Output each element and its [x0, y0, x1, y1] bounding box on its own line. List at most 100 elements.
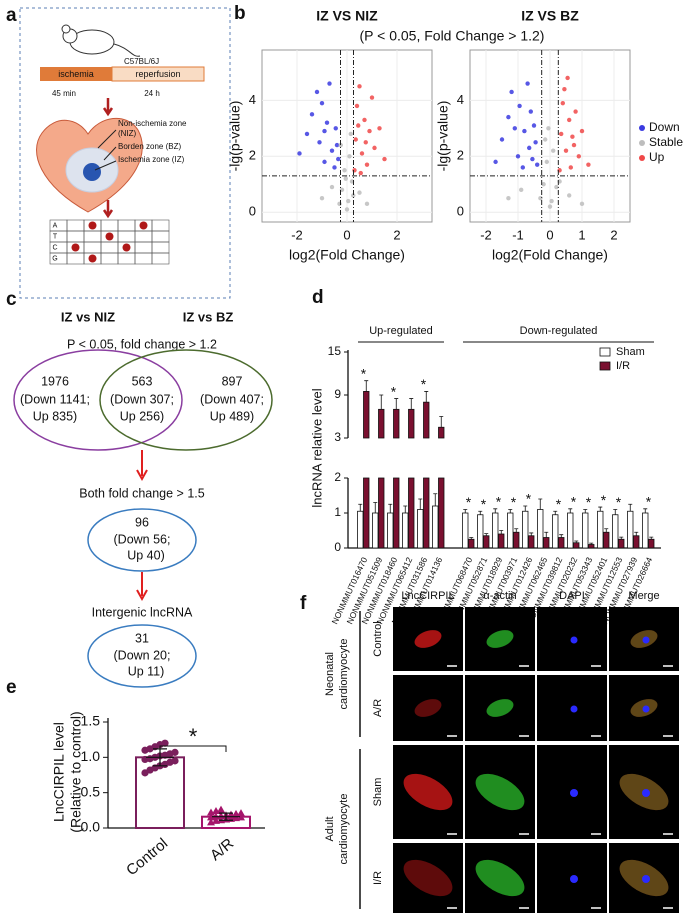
arrow [102, 200, 114, 219]
error-bar [358, 503, 363, 512]
micrograph [393, 675, 463, 741]
point [570, 134, 575, 139]
error-bar [613, 509, 618, 515]
point [356, 123, 361, 128]
detail: (Down 307; [110, 392, 174, 406]
group-label: cardiomyocyte [338, 794, 350, 865]
point [347, 154, 352, 159]
criterion: P < 0.05, fold change > 1.2 [67, 337, 217, 351]
chart-title: IZ VS NIZ [316, 8, 378, 24]
y-tick-label: 9 [334, 387, 341, 401]
point [493, 159, 498, 165]
point [579, 201, 585, 207]
point [543, 137, 548, 142]
array-cell [134, 241, 153, 254]
legend-label: Down [649, 120, 680, 134]
detail: Up 489) [210, 409, 254, 423]
error-bar [583, 509, 588, 513]
point [322, 128, 327, 134]
point [573, 109, 578, 114]
point [358, 170, 363, 176]
array-cell [66, 219, 85, 232]
point [576, 154, 581, 159]
bar [612, 514, 619, 549]
bar [438, 426, 445, 439]
cell-signal [486, 699, 514, 717]
detail: (Down 20; [114, 648, 171, 662]
y-tick-label: 1.5 [81, 713, 101, 729]
point [530, 156, 535, 162]
nucleus [642, 875, 650, 883]
point [171, 748, 179, 756]
error-bar [523, 505, 528, 512]
bar [468, 538, 475, 549]
venn-circle [99, 349, 273, 451]
point [322, 159, 327, 165]
error-bar [409, 398, 414, 410]
point [531, 123, 537, 128]
significance: * [189, 724, 198, 749]
venn-circle [13, 349, 183, 451]
x-tick-label: A/R [207, 835, 237, 864]
legend-marker [599, 361, 611, 371]
detail: (Down 1141; [20, 392, 90, 406]
panel-a: C57BL/6J ischemia reperfusion 45 min 24 … [19, 7, 231, 299]
count: 96 [135, 515, 149, 529]
comparison: IZ vs NIZ [61, 309, 115, 324]
column-header: LncCIRPIL [401, 590, 454, 602]
point [535, 162, 540, 167]
y-axis-label: lncRNA relative level [309, 388, 324, 507]
error-bar [568, 508, 573, 513]
point [541, 182, 546, 187]
point [527, 145, 532, 151]
y-tick-label: 0 [334, 540, 341, 554]
bar [393, 477, 400, 549]
point [336, 156, 341, 162]
point [519, 187, 524, 193]
point [567, 193, 572, 198]
row-label: Control [372, 621, 384, 656]
point [237, 813, 245, 821]
point [499, 137, 505, 142]
row-label: Sham [372, 778, 384, 807]
error-bar [212, 812, 240, 821]
error-bar [598, 506, 603, 512]
comparison: IZ vs BZ [183, 309, 234, 324]
phase-bar [111, 66, 205, 82]
significance: * [421, 376, 427, 392]
phase: ischemia [58, 69, 94, 79]
bar [522, 510, 529, 549]
significance: * [391, 383, 397, 399]
arrow [102, 98, 114, 117]
bar [483, 535, 490, 549]
y-tick-label: 1.0 [81, 748, 101, 764]
phase-bar [40, 67, 112, 81]
bar [432, 505, 439, 549]
ischemia-zone [83, 163, 101, 181]
error-bar [439, 416, 444, 428]
point [354, 103, 360, 109]
bar [537, 509, 544, 549]
significance: * [601, 492, 607, 508]
cell-signal [403, 859, 453, 897]
array-cell [117, 219, 136, 232]
point [546, 126, 551, 131]
bar [378, 408, 385, 439]
point [363, 140, 368, 145]
column-header: α-actin [483, 590, 516, 602]
legend-marker [639, 155, 645, 161]
column-header: DAPI [559, 590, 585, 602]
array-cell [100, 219, 119, 232]
point [549, 198, 554, 204]
error-bar [364, 380, 369, 392]
detail: Up 40) [127, 548, 165, 562]
point [309, 112, 315, 117]
array-cell [100, 241, 119, 254]
bar [438, 477, 445, 549]
cell-signal [475, 773, 525, 811]
y-axis-label: -lg(p-value) [227, 101, 243, 172]
error-bar [538, 498, 543, 510]
y-tick-label: 4 [249, 92, 256, 107]
micrograph [393, 843, 463, 913]
